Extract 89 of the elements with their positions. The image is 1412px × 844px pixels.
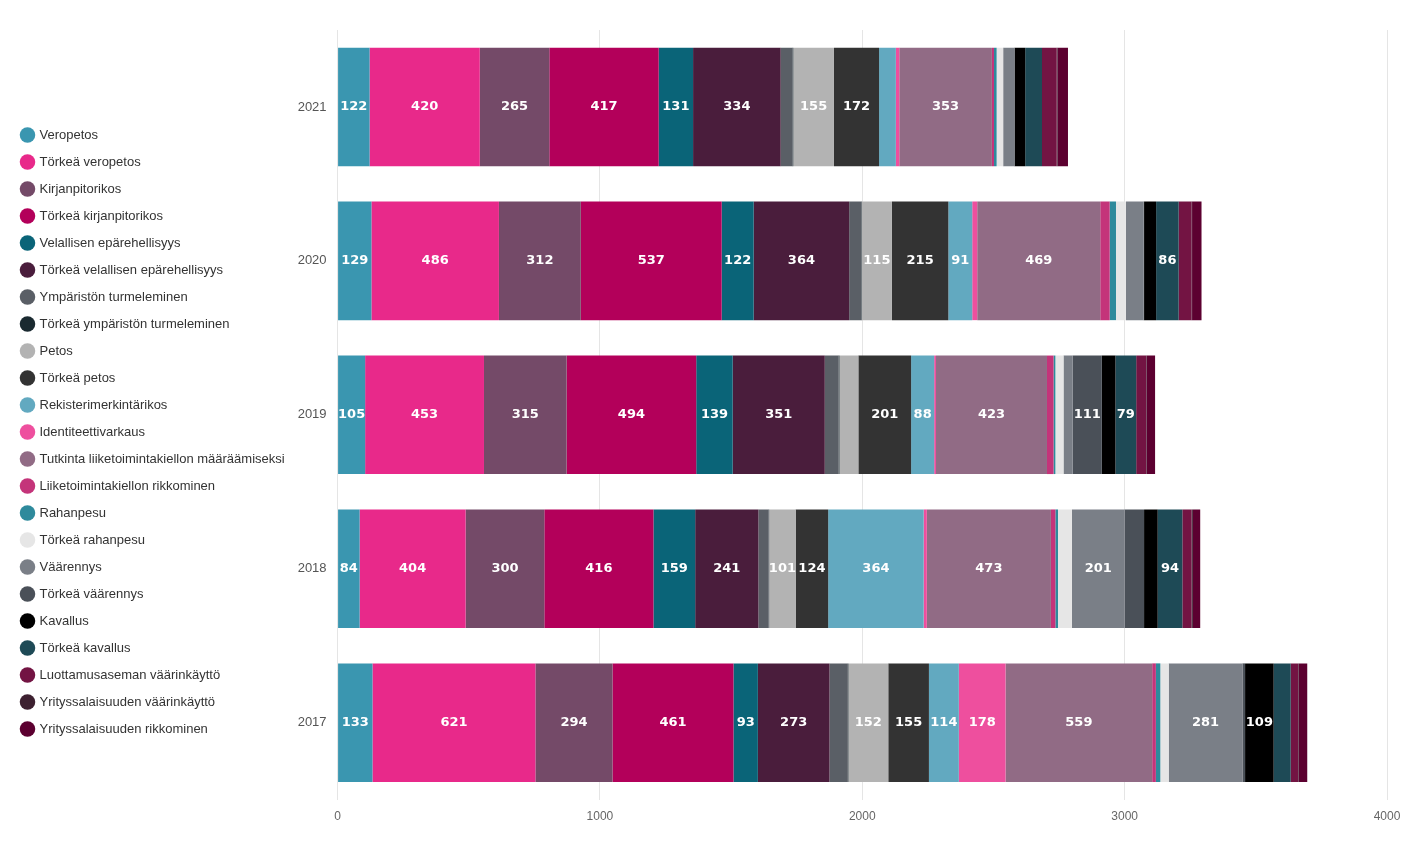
data-label: 417 (590, 98, 618, 114)
data-label: 105 (338, 406, 366, 422)
data-label: 281 (1192, 714, 1220, 730)
legend-label: Törkeä rahanpesu (39, 531, 146, 547)
legend-label: Rekisterimerkintärikos (39, 396, 168, 412)
data-label: 93 (736, 714, 755, 730)
legend-label: Ympäristön turmeleminen (39, 288, 188, 304)
data-label: 155 (895, 714, 923, 730)
legend-label: Identiteettivarkaus (39, 423, 146, 439)
data-label: 273 (780, 714, 808, 730)
legend-label: Yrityssalaisuuden rikkominen (39, 720, 208, 736)
legend-label: Törkeä kavallus (39, 639, 132, 655)
data-label: 122 (724, 252, 752, 268)
data-label: 94 (1160, 560, 1180, 576)
legend-label: Tutkinta liiketoimintakiellon määräämiseksi (39, 450, 285, 466)
legend-label: Petos (39, 342, 74, 358)
x-tick-label: 4000 (1373, 809, 1401, 824)
legend-label: Rahanpesu (39, 504, 106, 520)
data-label: 101 (768, 560, 796, 576)
y-tick-label: 2020 (297, 252, 327, 268)
data-label: 486 (421, 252, 449, 268)
y-tick-label: 2017 (297, 714, 327, 730)
y-tick-label: 2019 (297, 406, 327, 422)
data-label: 215 (906, 252, 934, 268)
data-label: 265 (500, 98, 529, 114)
data-label: 241 (713, 560, 741, 576)
data-label: 423 (977, 406, 1006, 422)
data-label: 172 (842, 98, 871, 114)
data-label: 334 (723, 98, 751, 114)
data-label: 139 (700, 406, 729, 422)
data-label: 79 (1116, 406, 1135, 422)
data-label: 559 (1065, 714, 1093, 730)
data-label: 469 (1025, 252, 1053, 268)
data-label: 420 (411, 98, 439, 114)
data-label: 201 (1084, 560, 1112, 576)
data-label: 84 (339, 560, 358, 576)
legend-label: Liiketoimintakiellon rikkominen (39, 477, 216, 493)
legend-label: Törkeä väärennys (39, 585, 145, 601)
data-label: 537 (637, 252, 665, 268)
data-label: 621 (440, 714, 468, 730)
legend-label: Törkeä petos (39, 369, 116, 385)
legend-label: Luottamusaseman väärinkäyttö (39, 666, 221, 682)
data-label: 353 (932, 98, 960, 114)
data-label: 453 (410, 406, 439, 422)
data-label: 91 (951, 252, 970, 268)
x-tick-label: 1000 (586, 809, 614, 824)
legend-label: Väärennys (39, 558, 103, 574)
data-label: 416 (585, 560, 613, 576)
data-label: 114 (930, 714, 958, 730)
data-label: 312 (526, 252, 554, 268)
legend-label: Törkeä kirjanpitorikos (39, 207, 164, 223)
legend-label: Törkeä veropetos (39, 153, 142, 169)
legend-label: Törkeä velallisen epärehellisyys (39, 261, 224, 277)
data-label: 109 (1245, 714, 1273, 730)
data-label: 88 (913, 406, 932, 422)
data-label: 124 (798, 560, 826, 576)
data-label: 300 (491, 560, 519, 576)
data-label: 178 (968, 714, 996, 730)
x-tick-label: 3000 (1111, 809, 1139, 824)
data-label: 115 (863, 252, 891, 268)
legend-label: Kavallus (39, 612, 90, 628)
data-label: 494 (617, 406, 645, 422)
data-label: 152 (854, 714, 882, 730)
data-label: 473 (975, 560, 1003, 576)
legend-label: Velallisen epärehellisyys (39, 234, 181, 250)
legend-label: Veropetos (39, 126, 99, 142)
data-label: 111 (1073, 406, 1101, 422)
data-label: 201 (871, 406, 899, 422)
legend-label: Kirjanpitorikos (39, 180, 122, 196)
data-label: 133 (341, 714, 369, 730)
data-label: 122 (340, 98, 368, 114)
data-label: 461 (659, 714, 687, 730)
data-label: 131 (662, 98, 690, 114)
y-tick-label: 2021 (297, 98, 327, 114)
y-tick-label: 2018 (297, 560, 327, 576)
data-label: 364 (787, 252, 815, 268)
data-label: 129 (341, 252, 369, 268)
data-label: 351 (765, 406, 793, 422)
data-label: 155 (800, 98, 828, 114)
data-label: 364 (862, 560, 890, 576)
data-label: 159 (660, 560, 688, 576)
legend-label: Törkeä ympäristön turmeleminen (39, 315, 230, 331)
data-label: 294 (560, 714, 588, 730)
data-label: 86 (1158, 252, 1177, 268)
x-tick-label: 2000 (848, 809, 876, 824)
x-tick-label: 0 (334, 809, 342, 824)
data-label: 315 (511, 406, 539, 422)
legend-label: Yrityssalaisuuden väärinkäyttö (39, 693, 216, 709)
data-label: 404 (399, 560, 427, 576)
